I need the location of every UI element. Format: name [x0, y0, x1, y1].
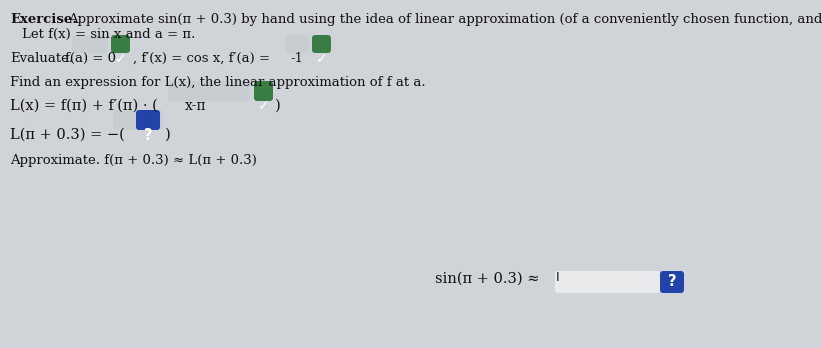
Text: ): ): [275, 99, 281, 113]
Text: Exercise.: Exercise.: [10, 13, 77, 26]
Text: Approximate. f(π + 0.3) ≈ L(π + 0.3): Approximate. f(π + 0.3) ≈ L(π + 0.3): [10, 154, 256, 167]
FancyBboxPatch shape: [168, 81, 250, 101]
Text: ✓: ✓: [316, 52, 327, 66]
Text: Let f(x) = sin x and a = π.: Let f(x) = sin x and a = π.: [22, 28, 196, 41]
FancyBboxPatch shape: [285, 35, 309, 53]
Text: , f′(x) = cos x, f′(a) =: , f′(x) = cos x, f′(a) =: [133, 52, 270, 65]
Text: ✓: ✓: [115, 52, 127, 66]
FancyBboxPatch shape: [312, 35, 331, 53]
Text: L(π + 0.3) = −(: L(π + 0.3) = −(: [10, 128, 125, 142]
Text: sin(π + 0.3) ≈: sin(π + 0.3) ≈: [435, 272, 539, 286]
FancyBboxPatch shape: [113, 110, 163, 130]
Text: ?: ?: [667, 275, 677, 290]
FancyBboxPatch shape: [254, 81, 273, 101]
Text: Approximate sin(π + 0.3) by hand using the idea of linear approximation (of a co: Approximate sin(π + 0.3) by hand using t…: [68, 13, 822, 26]
Text: ): ): [165, 128, 171, 142]
FancyBboxPatch shape: [136, 110, 160, 130]
FancyBboxPatch shape: [555, 271, 660, 293]
Text: I: I: [556, 271, 560, 284]
FancyBboxPatch shape: [72, 35, 108, 53]
Text: ✓: ✓: [257, 99, 270, 113]
Text: ?: ?: [144, 128, 152, 143]
FancyBboxPatch shape: [660, 271, 684, 293]
FancyBboxPatch shape: [111, 35, 130, 53]
Text: L(x) = f(π) + f′(π) · (: L(x) = f(π) + f′(π) · (: [10, 99, 158, 113]
Text: f(a) = 0: f(a) = 0: [64, 52, 116, 65]
Text: Find an expression for L(x), the linear approximation of f at a.: Find an expression for L(x), the linear …: [10, 76, 426, 89]
Text: Evaluate.: Evaluate.: [10, 52, 73, 65]
Text: -1: -1: [290, 52, 303, 65]
Text: x-π: x-π: [185, 99, 206, 113]
